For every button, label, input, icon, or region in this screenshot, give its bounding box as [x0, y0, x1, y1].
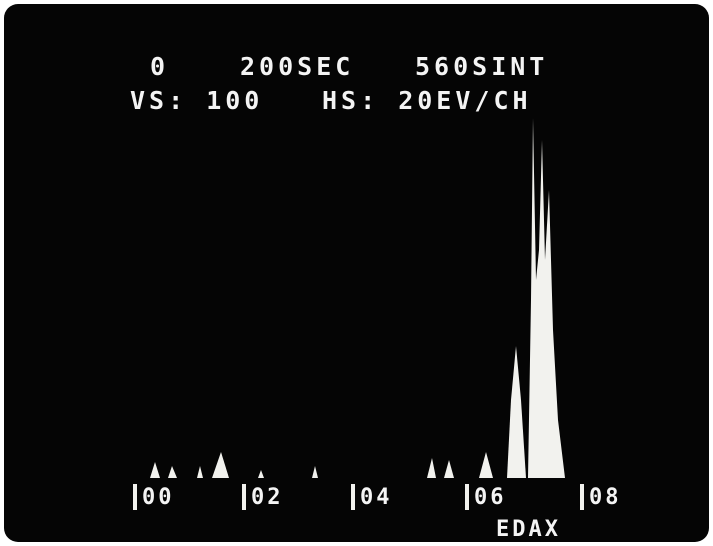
- screen-background: [4, 4, 709, 542]
- axis-marker: [242, 484, 246, 510]
- footer-brand: EDAX: [496, 517, 561, 542]
- header-text: HS: 20EV/CH: [322, 86, 532, 115]
- axis-marker: [133, 484, 137, 510]
- axis-label: 02: [251, 485, 284, 510]
- axis-marker: [465, 484, 469, 510]
- axis-marker: [351, 484, 355, 510]
- axis-marker: [580, 484, 584, 510]
- axis-label: 04: [360, 485, 393, 510]
- page: {"header": {"line1": ["0", "200SEC", "56…: [0, 0, 713, 546]
- header-text: VS: 100: [130, 86, 263, 115]
- axis-label: 06: [474, 485, 507, 510]
- header-text: 0: [150, 52, 169, 81]
- axis-label: 08: [589, 485, 622, 510]
- axis-label: 00: [142, 485, 175, 510]
- header-text: 200SEC: [240, 52, 354, 81]
- crt-screen: 0 200SEC 560SINT VS: 100 HS: 20EV/CH 00 …: [0, 0, 713, 546]
- header-text: 560SINT: [415, 52, 548, 81]
